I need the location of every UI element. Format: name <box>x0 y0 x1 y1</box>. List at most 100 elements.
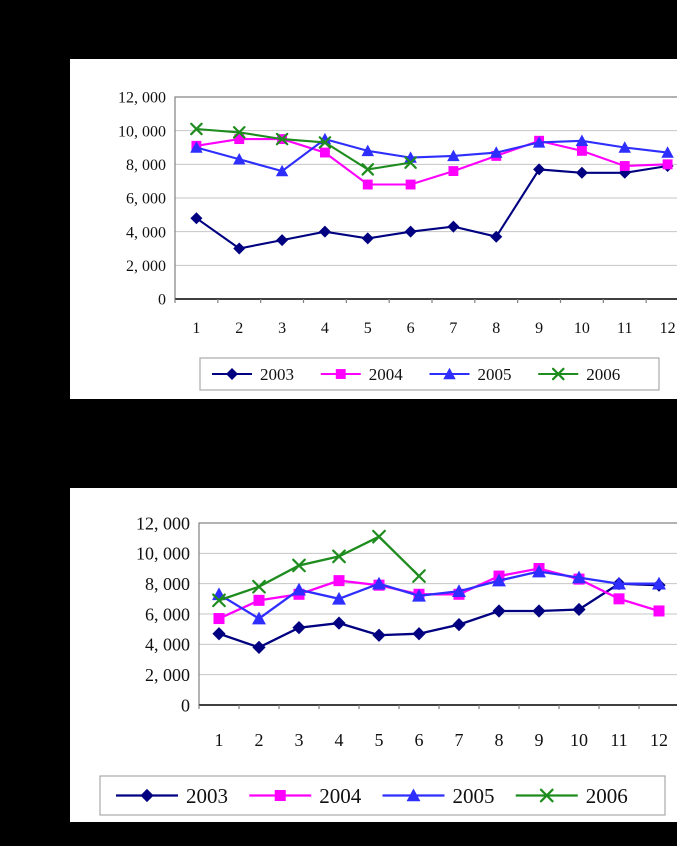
series-2004-marker-square-icon <box>213 613 225 625</box>
series-2005-marker-triangle-icon <box>412 588 426 602</box>
series-2003-marker-diamond-icon <box>492 604 506 618</box>
series-2006-marker-x-icon <box>275 132 289 146</box>
series-2005-marker-triangle-icon <box>532 564 546 578</box>
series-2003-marker-diamond-icon <box>490 230 503 243</box>
series-2006-marker-x-icon <box>539 788 554 803</box>
x-axis-tick-label: 9 <box>535 730 544 750</box>
series-2006-marker-x-icon <box>372 529 386 544</box>
x-axis-tick-label: 5 <box>375 730 384 750</box>
legend-label-2006: 2006 <box>586 784 628 808</box>
y-axis-tick-label: 12, 000 <box>136 513 190 533</box>
series-2003-line <box>218 582 660 649</box>
series-2005-marker-triangle-icon <box>452 584 466 598</box>
series-2006-marker-x-icon <box>232 126 246 139</box>
series-2005-line <box>196 137 668 173</box>
series-2005-marker-triangle-icon <box>332 591 346 605</box>
series-2005-marker-triangle-icon <box>618 141 631 153</box>
x-axis-tick-label: 7 <box>455 730 464 750</box>
legend-label-2005: 2005 <box>453 784 495 808</box>
series-2005-marker-triangle-icon <box>275 164 289 177</box>
x-axis-tick-label: 6 <box>415 730 424 750</box>
series-2003-marker-diamond-icon <box>226 368 238 380</box>
series-2006-marker-x-icon <box>190 122 203 136</box>
series-2006-marker-x-icon <box>412 569 426 583</box>
series-2004-marker-square-icon <box>619 161 630 171</box>
legend-label-2003: 2003 <box>260 365 294 384</box>
series-2004-marker-square-icon <box>362 179 373 190</box>
y-axis-tick-label: 0 <box>181 695 190 715</box>
series-2005-marker-triangle-icon <box>661 146 674 158</box>
x-axis-tick-label: 7 <box>449 320 457 337</box>
series-2006-marker-x-icon <box>318 136 332 149</box>
series-2005-marker-triangle-icon <box>292 582 306 596</box>
series-2003-marker-diamond-icon <box>412 627 426 641</box>
legend-label-2005: 2005 <box>478 365 512 384</box>
series-2003-marker-diamond-icon <box>292 621 306 635</box>
series-2003-marker-diamond-icon <box>452 618 466 632</box>
series-2004-marker-square-icon <box>234 134 245 145</box>
x-axis-tick-label: 11 <box>610 730 627 750</box>
series-2006-marker-x-icon <box>361 163 375 176</box>
x-axis-tick-label: 1 <box>192 320 200 337</box>
series-2003-marker-diamond-icon <box>361 232 374 245</box>
x-axis-tick-label: 2 <box>255 730 264 750</box>
y-axis-tick-label: 0 <box>158 292 166 309</box>
x-axis-tick-label: 8 <box>495 730 504 750</box>
series-2006-marker-x-icon <box>332 549 346 564</box>
series-2005-marker-triangle-icon <box>361 144 374 157</box>
x-axis-tick-label: 5 <box>364 320 372 337</box>
series-2004-marker-square-icon <box>613 593 625 605</box>
series-2003-marker-diamond-icon <box>372 628 386 642</box>
series-2003-marker-diamond-icon <box>332 616 346 630</box>
series-2005-marker-triangle-icon <box>490 146 503 158</box>
series-2005-marker-triangle-icon <box>575 134 589 146</box>
series-2006-marker-x-icon <box>212 593 226 608</box>
chart-card-2: 12, 000 10, 000 8, 000 6, 000 4, 000 2, 000 0 1… <box>70 488 677 822</box>
series-2005-marker-triangle-icon <box>443 367 456 380</box>
series-2003-marker-diamond-icon <box>252 640 266 654</box>
series-2004-marker-square-icon <box>335 369 346 379</box>
y-axis-tick-label: 6, 000 <box>145 604 190 624</box>
y-axis-tick-label: 2, 000 <box>126 258 166 275</box>
x-axis-tick-label: 9 <box>535 320 543 337</box>
x-axis-tick-label: 2 <box>235 320 243 337</box>
series-2003-marker-diamond-icon <box>575 166 588 179</box>
series-2003-marker-diamond-icon <box>276 234 289 247</box>
series-2004-marker-square-icon <box>405 179 416 190</box>
series-2004-marker-square-icon <box>274 789 286 802</box>
x-axis-tick-label: 4 <box>321 320 329 337</box>
series-2003-line <box>195 164 668 250</box>
series-2005-marker-triangle-icon <box>406 788 421 802</box>
series-2003-marker-diamond-icon <box>447 220 460 233</box>
series-2004-line <box>196 138 668 186</box>
series-2006-line <box>218 535 420 602</box>
series-2003-marker-diamond-icon <box>404 225 417 238</box>
legend-label-2006: 2006 <box>586 365 620 384</box>
series-2005-marker-triangle-icon <box>492 573 506 587</box>
y-axis-tick-label: 10, 000 <box>136 544 190 564</box>
series-2005-marker-triangle-icon <box>233 153 246 165</box>
series-2004-marker-square-icon <box>253 594 265 606</box>
y-axis-tick-label: 10, 000 <box>118 123 166 140</box>
series-2003-marker-diamond-icon <box>190 212 203 225</box>
y-axis-tick-label: 8, 000 <box>145 574 190 594</box>
x-axis-tick-label: 10 <box>574 320 590 337</box>
series-2005-marker-triangle-icon <box>612 576 626 590</box>
series-2004-marker-square-icon <box>319 147 330 158</box>
y-axis-tick-label: 4, 000 <box>126 224 166 241</box>
legend-label-2003: 2003 <box>186 784 228 808</box>
x-axis-tick-label: 12 <box>660 320 676 337</box>
series-2003-marker-diamond-icon <box>140 788 154 803</box>
series-2006-marker-x-icon <box>292 558 306 573</box>
series-2005-marker-triangle-icon <box>572 570 586 584</box>
y-axis-tick-label: 8, 000 <box>126 157 166 174</box>
series-2004-marker-square-icon <box>662 159 673 170</box>
x-axis-tick-label: 12 <box>650 730 668 750</box>
series-2004-marker-square-icon <box>576 145 587 156</box>
x-axis-tick-label: 10 <box>570 730 588 750</box>
x-axis-tick-label: 3 <box>295 730 304 750</box>
series-2006-marker-x-icon <box>404 156 417 169</box>
x-axis-tick-label: 4 <box>335 730 344 750</box>
x-axis-tick-label: 6 <box>407 320 415 337</box>
series-2003-marker-diamond-icon <box>572 602 586 617</box>
